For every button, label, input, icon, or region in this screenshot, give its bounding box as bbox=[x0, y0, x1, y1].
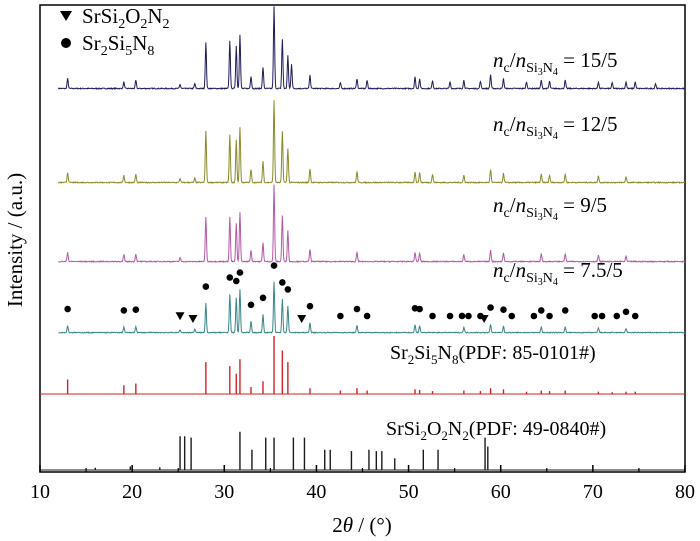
marker-sr2si5n8 bbox=[598, 312, 606, 320]
marker-sr2si5n8 bbox=[279, 279, 286, 286]
x-tick-label: 20 bbox=[122, 481, 142, 503]
legend: SrSi2O2N2 Sr2Si5N8 bbox=[60, 4, 170, 59]
marker-sr2si5n8 bbox=[64, 305, 71, 313]
marker-sr2si5n8 bbox=[561, 307, 569, 314]
marker-sr2si5n8 bbox=[622, 308, 630, 316]
marker-sr2si5n8 bbox=[132, 306, 140, 314]
series-curves bbox=[57, 6, 686, 334]
series-labels: nc/nSi3N4 = 15/5 nc/nSi3N4 = 12/5 nc/nSi3N… bbox=[386, 48, 623, 443]
marker-sr2si5n8 bbox=[530, 312, 538, 320]
x-tick-label: 50 bbox=[399, 481, 419, 503]
marker-sr2si5n8 bbox=[416, 305, 423, 313]
ratio-label: nc/nSi3N4 = 9/5 bbox=[493, 193, 607, 223]
marker-sr2si5n8 bbox=[429, 312, 436, 320]
legend-label-srsi2o2n2: SrSi2O2N2 bbox=[82, 4, 170, 32]
x-axis: 10 20 30 40 50 60 70 80 bbox=[30, 465, 695, 503]
marker-sr2si5n8 bbox=[500, 306, 507, 314]
marker-sr2si5n8 bbox=[202, 283, 210, 290]
marker-sr2si5n8 bbox=[120, 307, 128, 314]
x-axis-label: 2θ / (°) bbox=[332, 513, 392, 537]
marker-srsi2o2n2 bbox=[479, 315, 489, 323]
marker-sr2si5n8 bbox=[259, 294, 267, 302]
marker-sr2si5n8 bbox=[537, 307, 545, 314]
marker-sr2si5n8 bbox=[458, 312, 466, 320]
marker-srsi2o2n2 bbox=[297, 315, 307, 323]
marker-sr2si5n8 bbox=[247, 301, 255, 309]
legend-circle-marker bbox=[61, 38, 71, 48]
marker-sr2si5n8 bbox=[546, 312, 553, 320]
reference-label: SrSi2O2N2(PDF: 49-0840#) bbox=[386, 418, 606, 443]
marker-sr2si5n8 bbox=[591, 312, 598, 320]
ratio-label: nc/nSi3N4 = 12/5 bbox=[493, 112, 618, 142]
legend-triangle-marker bbox=[60, 11, 72, 21]
series-curve-12-5 bbox=[58, 100, 686, 185]
marker-sr2si5n8 bbox=[363, 312, 371, 320]
series-curve-9-5 bbox=[58, 184, 686, 264]
series-curve-7-5-5 bbox=[58, 281, 686, 334]
legend-label-sr2si5n8: Sr2Si5N8 bbox=[82, 31, 154, 59]
x-tick-label: 30 bbox=[214, 481, 234, 503]
marker-sr2si5n8 bbox=[337, 312, 344, 320]
x-tick-label: 70 bbox=[583, 481, 603, 503]
marker-sr2si5n8 bbox=[270, 262, 278, 269]
marker-sr2si5n8 bbox=[487, 304, 494, 311]
marker-sr2si5n8 bbox=[465, 312, 472, 320]
x-tick-label: 40 bbox=[306, 481, 326, 503]
marker-sr2si5n8 bbox=[353, 305, 361, 313]
reference-label: Sr2Si5N8(PDF: 85-0101#) bbox=[390, 342, 596, 367]
marker-sr2si5n8 bbox=[226, 274, 234, 281]
marker-sr2si5n8 bbox=[236, 269, 244, 276]
y-axis-label: Intensity / (a.u.) bbox=[3, 173, 27, 307]
phase-markers bbox=[64, 262, 639, 323]
marker-sr2si5n8 bbox=[613, 312, 621, 320]
x-tick-label: 80 bbox=[675, 481, 695, 503]
marker-sr2si5n8 bbox=[508, 312, 516, 320]
marker-sr2si5n8 bbox=[446, 312, 454, 320]
marker-srsi2o2n2 bbox=[175, 312, 185, 321]
marker-sr2si5n8 bbox=[631, 312, 639, 320]
ratio-label: nc/nSi3N4 = 7.5/5 bbox=[493, 258, 623, 288]
marker-sr2si5n8 bbox=[232, 277, 240, 285]
marker-sr2si5n8 bbox=[284, 286, 292, 293]
marker-srsi2o2n2 bbox=[188, 314, 198, 323]
x-tick-label: 10 bbox=[30, 481, 50, 503]
plot-frame bbox=[39, 4, 686, 473]
x-tick-label: 60 bbox=[491, 481, 511, 503]
series-curve-15-5 bbox=[57, 6, 686, 91]
ratio-label: nc/nSi3N4 = 15/5 bbox=[493, 48, 618, 78]
marker-sr2si5n8 bbox=[306, 302, 314, 310]
